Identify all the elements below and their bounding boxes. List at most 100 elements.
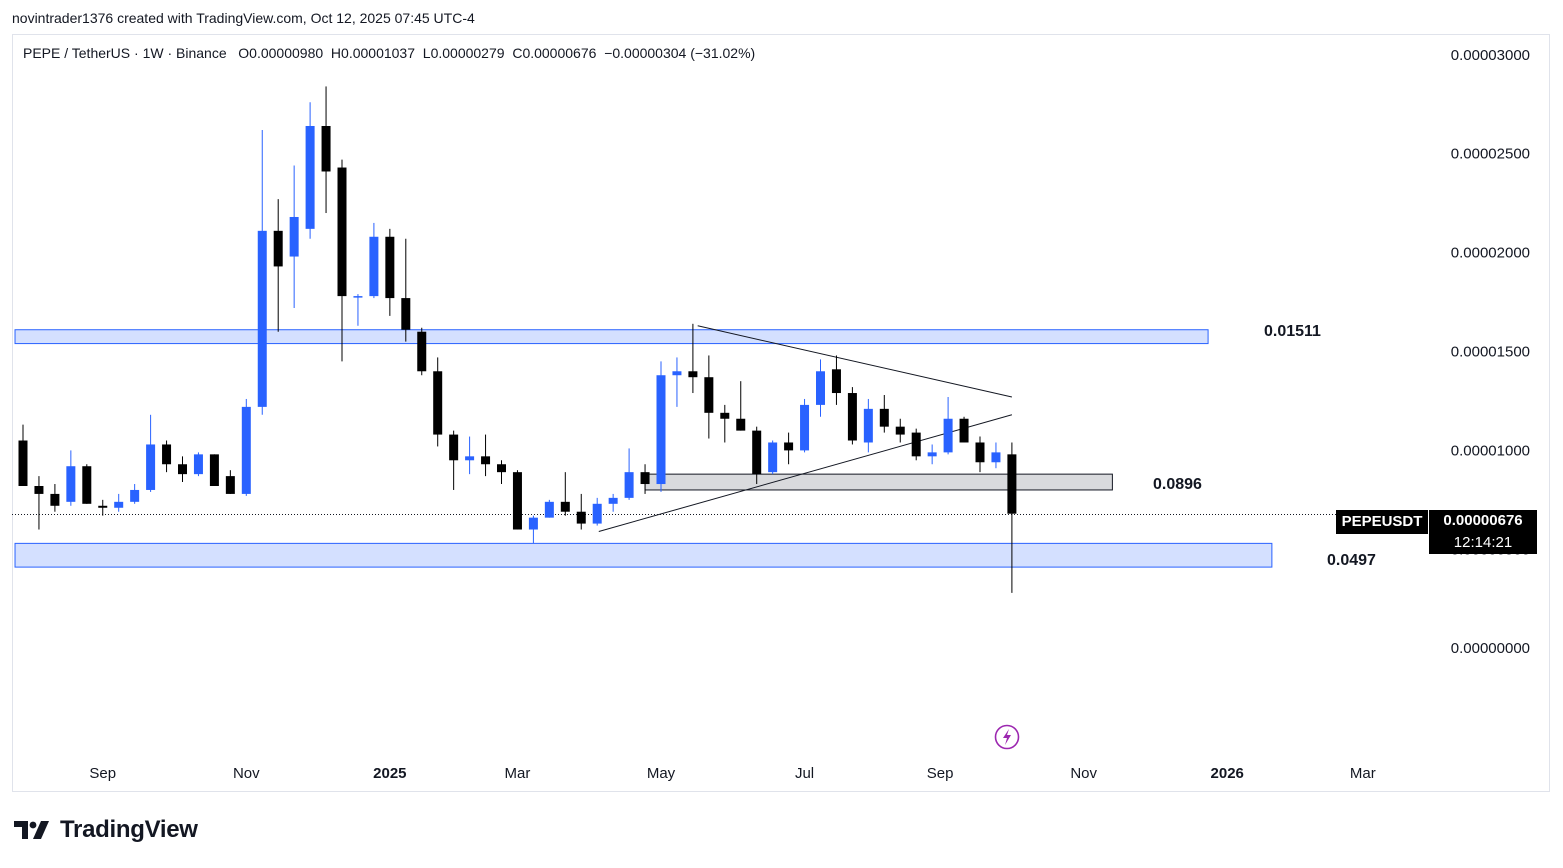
candle[interactable] xyxy=(911,428,921,461)
candle-body xyxy=(18,440,28,487)
candle[interactable] xyxy=(257,129,267,415)
candle-body xyxy=(592,503,602,524)
candle[interactable] xyxy=(975,436,985,473)
candle[interactable] xyxy=(369,222,379,299)
candle[interactable] xyxy=(353,294,363,326)
candle[interactable] xyxy=(959,416,969,443)
candle[interactable] xyxy=(704,355,714,439)
candle[interactable] xyxy=(50,484,60,512)
symbol-badge[interactable]: PEPEUSDT xyxy=(1336,510,1428,534)
zone-blue-0 xyxy=(14,329,1209,345)
tradingview-logo-text: TradingView xyxy=(60,816,198,843)
candle[interactable] xyxy=(417,327,427,376)
candle[interactable] xyxy=(146,414,156,492)
candle[interactable] xyxy=(640,464,650,494)
candle[interactable] xyxy=(82,464,92,504)
candle[interactable] xyxy=(481,434,491,477)
candle[interactable] xyxy=(863,398,873,453)
candle[interactable] xyxy=(98,499,108,516)
lightning-icon[interactable] xyxy=(994,724,1020,750)
candle[interactable] xyxy=(624,448,634,500)
candle[interactable] xyxy=(592,497,602,526)
tradingview-logo[interactable]: TradingView xyxy=(14,816,198,844)
candle[interactable] xyxy=(560,472,570,516)
candle[interactable] xyxy=(241,398,251,496)
candle[interactable] xyxy=(401,238,411,342)
candle[interactable] xyxy=(831,355,841,405)
candle[interactable] xyxy=(656,361,666,492)
candle[interactable] xyxy=(289,165,299,308)
candle-body xyxy=(162,444,172,465)
candle[interactable] xyxy=(337,159,347,362)
candle[interactable] xyxy=(497,460,506,485)
candle[interactable] xyxy=(736,381,746,431)
candle[interactable] xyxy=(512,470,522,530)
candle[interactable] xyxy=(18,424,28,487)
candle-body xyxy=(624,472,634,498)
candle-body xyxy=(417,331,427,372)
candle[interactable] xyxy=(162,440,172,473)
candle[interactable] xyxy=(66,450,76,506)
candle[interactable] xyxy=(433,357,443,447)
candle-body xyxy=(544,501,554,518)
candle[interactable] xyxy=(784,432,794,465)
candle-body xyxy=(656,375,666,485)
candle[interactable] xyxy=(449,430,459,490)
candle-body xyxy=(225,476,235,494)
chart-frame xyxy=(12,34,1550,792)
candle[interactable] xyxy=(34,476,44,530)
candle-body xyxy=(114,501,124,508)
candle-body xyxy=(704,377,714,413)
candle[interactable] xyxy=(225,470,235,494)
candle-body xyxy=(576,511,586,524)
candle[interactable] xyxy=(130,484,140,504)
candle-body xyxy=(321,125,331,172)
candle[interactable] xyxy=(1007,442,1017,593)
candle[interactable] xyxy=(720,404,730,443)
candle[interactable] xyxy=(576,493,586,530)
candle[interactable] xyxy=(768,440,778,475)
candle[interactable] xyxy=(847,387,857,445)
candle[interactable] xyxy=(688,323,698,394)
candle[interactable] xyxy=(608,493,618,512)
candle-body xyxy=(385,236,395,299)
candle[interactable] xyxy=(321,86,331,214)
candle[interactable] xyxy=(672,357,682,407)
candle-body xyxy=(608,497,618,504)
candle-body xyxy=(736,418,746,431)
candle[interactable] xyxy=(544,499,554,518)
last-price: 0.00000676 xyxy=(1443,512,1523,529)
candle[interactable] xyxy=(895,418,905,443)
candle[interactable] xyxy=(800,398,810,453)
candle[interactable] xyxy=(752,426,762,485)
x-tick-label: Nov xyxy=(1070,765,1097,782)
candle[interactable] xyxy=(879,395,889,433)
candle[interactable] xyxy=(927,444,937,465)
candle-body xyxy=(640,472,650,485)
candle-body xyxy=(146,444,156,490)
price-badge: 0.00000676 12:14:21 xyxy=(1429,510,1537,554)
candle[interactable] xyxy=(385,228,395,316)
symbol-info: PEPE / TetherUS · 1W · Binance O0.000009… xyxy=(23,45,755,61)
candle[interactable] xyxy=(114,493,124,512)
candle[interactable] xyxy=(273,199,283,332)
candle[interactable] xyxy=(178,456,187,483)
candle-body xyxy=(305,125,315,229)
candle-body xyxy=(831,369,841,394)
candle[interactable] xyxy=(943,396,953,455)
x-tick-label: 2025 xyxy=(373,765,406,782)
candle[interactable] xyxy=(528,515,538,544)
zones-layer xyxy=(14,329,1273,568)
candle[interactable] xyxy=(305,102,315,239)
candle[interactable] xyxy=(816,359,825,417)
candle-body xyxy=(130,489,140,502)
candle[interactable] xyxy=(209,454,219,487)
candle-body xyxy=(66,466,76,502)
y-tick-label: 0.00000000 xyxy=(1451,640,1530,657)
y-tick-label: 0.00001500 xyxy=(1451,343,1530,360)
candle[interactable] xyxy=(991,442,1001,469)
candle-body xyxy=(178,464,187,475)
candle[interactable] xyxy=(193,452,203,477)
candle[interactable] xyxy=(465,436,475,475)
